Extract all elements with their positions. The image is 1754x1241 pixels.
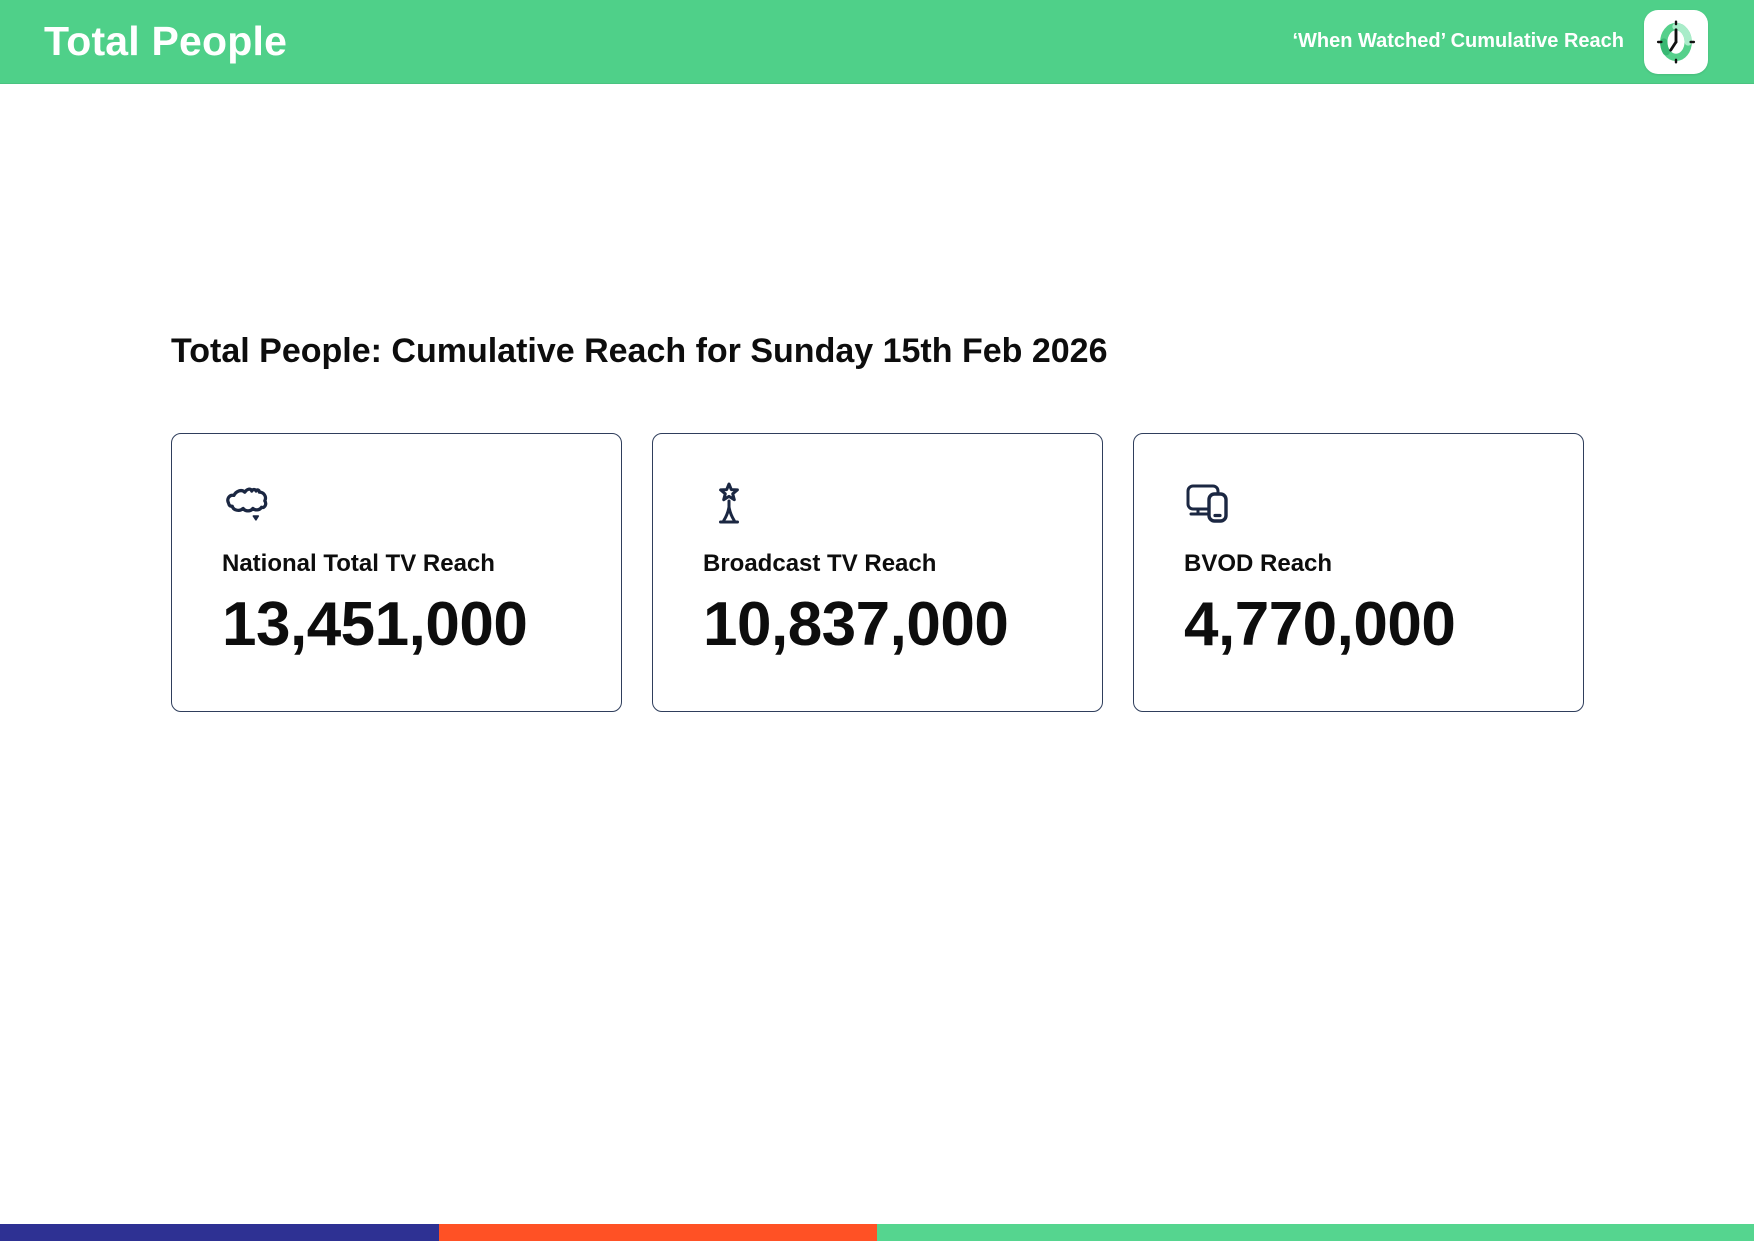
kpi-label: BVOD Reach: [1184, 550, 1333, 578]
header-subtitle: ‘When Watched’ Cumulative Reach: [1292, 30, 1624, 52]
footer-segment-orange: [438, 1224, 877, 1241]
footer-color-strip: [0, 1224, 1754, 1241]
footer-segment-green: [877, 1224, 1754, 1241]
australia-map-icon: [226, 487, 268, 521]
kpi-card-national-total-tv: National Total TV Reach 13,451,000: [171, 433, 622, 713]
main-content: Total People: Cumulative Reach for Sunda…: [0, 332, 1754, 713]
footer-segment-blue: [0, 1224, 439, 1241]
report-heading: Total People: Cumulative Reach for Sunda…: [171, 332, 1108, 370]
kpi-card-bvod: BVOD Reach 4,770,000: [1133, 433, 1584, 713]
kpi-value: 4,770,000: [1184, 589, 1456, 659]
screens-icon: [1186, 484, 1228, 523]
clock-logo-icon: [1644, 9, 1708, 74]
header-bar: Total People ‘When Watched’ Cumulative R…: [0, 0, 1754, 84]
kpi-value: 10,837,000: [703, 589, 1009, 659]
kpi-label: National Total TV Reach: [222, 550, 495, 578]
broadcast-tower-icon: [719, 482, 739, 524]
kpi-card-broadcast-tv: Broadcast TV Reach 10,837,000: [652, 433, 1103, 713]
page-title: Total People: [44, 18, 288, 64]
kpi-cards-row: National Total TV Reach 13,451,000 Broad…: [171, 433, 1584, 713]
header-right-group: ‘When Watched’ Cumulative Reach: [1292, 9, 1708, 74]
kpi-value: 13,451,000: [222, 589, 528, 659]
kpi-label: Broadcast TV Reach: [703, 550, 937, 578]
